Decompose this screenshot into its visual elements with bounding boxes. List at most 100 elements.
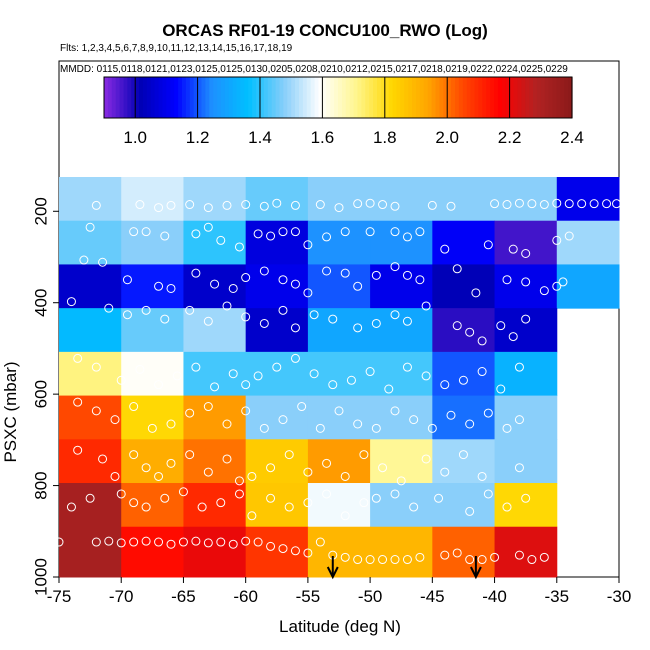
data-point xyxy=(203,222,213,232)
data-point xyxy=(322,232,332,242)
heatmap-cell xyxy=(121,351,184,397)
data-point xyxy=(390,310,400,320)
heatmap-cell xyxy=(245,439,309,484)
data-point xyxy=(371,270,381,280)
data-point xyxy=(514,463,524,473)
heatmap-cell xyxy=(183,177,247,222)
data-point xyxy=(191,229,201,239)
colorbar-tick-label: 1.4 xyxy=(248,128,272,147)
x-axis: -75 -70 -65 -60 -55 -50 -45 -40 -35 -30 xyxy=(47,577,631,606)
colorbar-segment xyxy=(361,77,366,118)
data-point xyxy=(278,227,288,237)
data-point xyxy=(241,312,251,322)
heatmap-cell xyxy=(183,439,247,484)
y-axis-label: PSXC (mbar) xyxy=(1,361,20,462)
heatmap-cell xyxy=(121,220,184,265)
data-point xyxy=(334,203,344,213)
data-point xyxy=(272,362,282,372)
data-point xyxy=(110,471,120,481)
colorbar-segment xyxy=(396,77,401,118)
data-point xyxy=(303,240,313,250)
data-point xyxy=(552,235,562,245)
colorbar-segment xyxy=(119,77,125,118)
data-point xyxy=(122,310,132,320)
data-point xyxy=(129,450,139,460)
data-point xyxy=(160,314,170,324)
colorbar-segment xyxy=(221,77,226,118)
heatmap-cell xyxy=(556,220,620,265)
colorbar-segment xyxy=(353,77,359,118)
data-point xyxy=(203,316,213,326)
x-tick-label: -55 xyxy=(296,587,321,606)
heatmap-cell xyxy=(494,351,558,397)
heatmap-cell xyxy=(245,483,309,528)
data-point xyxy=(303,498,313,508)
data-point xyxy=(502,275,512,285)
heatmap-cell xyxy=(121,395,184,440)
data-point xyxy=(290,546,300,556)
data-point xyxy=(116,538,126,548)
colorbar-segment xyxy=(451,77,456,118)
data-point xyxy=(421,454,431,464)
data-point xyxy=(185,450,195,460)
data-point xyxy=(191,536,201,546)
dates-line: MMDD: 0115,0118,0121,0123,0125,0125,0130… xyxy=(60,64,568,75)
data-point xyxy=(365,367,375,377)
data-point xyxy=(390,227,400,237)
data-point xyxy=(241,273,251,283)
data-point xyxy=(440,550,450,560)
data-point xyxy=(521,249,531,259)
colorbar-segment xyxy=(568,77,573,118)
data-point xyxy=(197,502,207,512)
colorbar-segment xyxy=(197,77,203,118)
colorbar-segment xyxy=(427,77,433,118)
data-point xyxy=(334,406,344,416)
heatmap-cell xyxy=(432,308,496,353)
data-point xyxy=(514,550,524,560)
heatmap-cell xyxy=(59,220,122,265)
data-point xyxy=(446,410,456,420)
colorbar-segment xyxy=(150,77,156,118)
data-point xyxy=(477,555,487,565)
data-point xyxy=(259,423,269,433)
data-point xyxy=(322,266,332,276)
data-point xyxy=(440,467,450,477)
colorbar: 1.0 1.2 1.4 1.6 1.8 2.0 2.2 2.4 xyxy=(103,76,584,147)
data-point xyxy=(160,231,170,241)
colorbar-tick-label: 1.0 xyxy=(123,128,147,147)
heatmap-cell xyxy=(59,351,122,397)
data-point xyxy=(259,201,269,211)
data-point xyxy=(234,476,244,486)
colorbar-segment xyxy=(162,77,167,118)
data-point xyxy=(54,537,64,547)
data-point xyxy=(178,537,188,547)
colorbar-segment xyxy=(462,77,468,118)
data-point xyxy=(253,537,263,547)
data-point xyxy=(465,506,475,516)
data-point xyxy=(129,402,139,412)
data-point xyxy=(353,199,363,209)
heatmap-cell xyxy=(370,395,433,440)
colorbar-tick-label: 2.2 xyxy=(498,128,522,147)
colorbar-segment xyxy=(470,77,476,118)
colorbar-segment xyxy=(556,77,561,118)
colorbar-segment xyxy=(139,77,144,118)
data-point xyxy=(477,471,487,481)
data-point xyxy=(141,227,151,237)
colorbar-segment xyxy=(544,77,550,118)
colorbar-segment xyxy=(474,77,479,118)
data-point xyxy=(421,301,431,311)
data-point xyxy=(266,463,276,473)
colorbar-segment xyxy=(193,77,199,118)
heatmap-cell xyxy=(370,220,433,265)
colorbar-segment xyxy=(260,77,265,118)
data-point xyxy=(539,286,549,296)
colorbar-segment xyxy=(182,77,187,118)
heatmap-cell xyxy=(494,220,558,265)
heatmap-cell xyxy=(494,483,558,528)
data-point xyxy=(185,200,195,210)
colorbar-segment xyxy=(517,77,522,118)
colorbar-segment xyxy=(501,77,507,118)
colorbar-segment xyxy=(213,77,218,118)
heatmap-cell xyxy=(432,264,496,309)
